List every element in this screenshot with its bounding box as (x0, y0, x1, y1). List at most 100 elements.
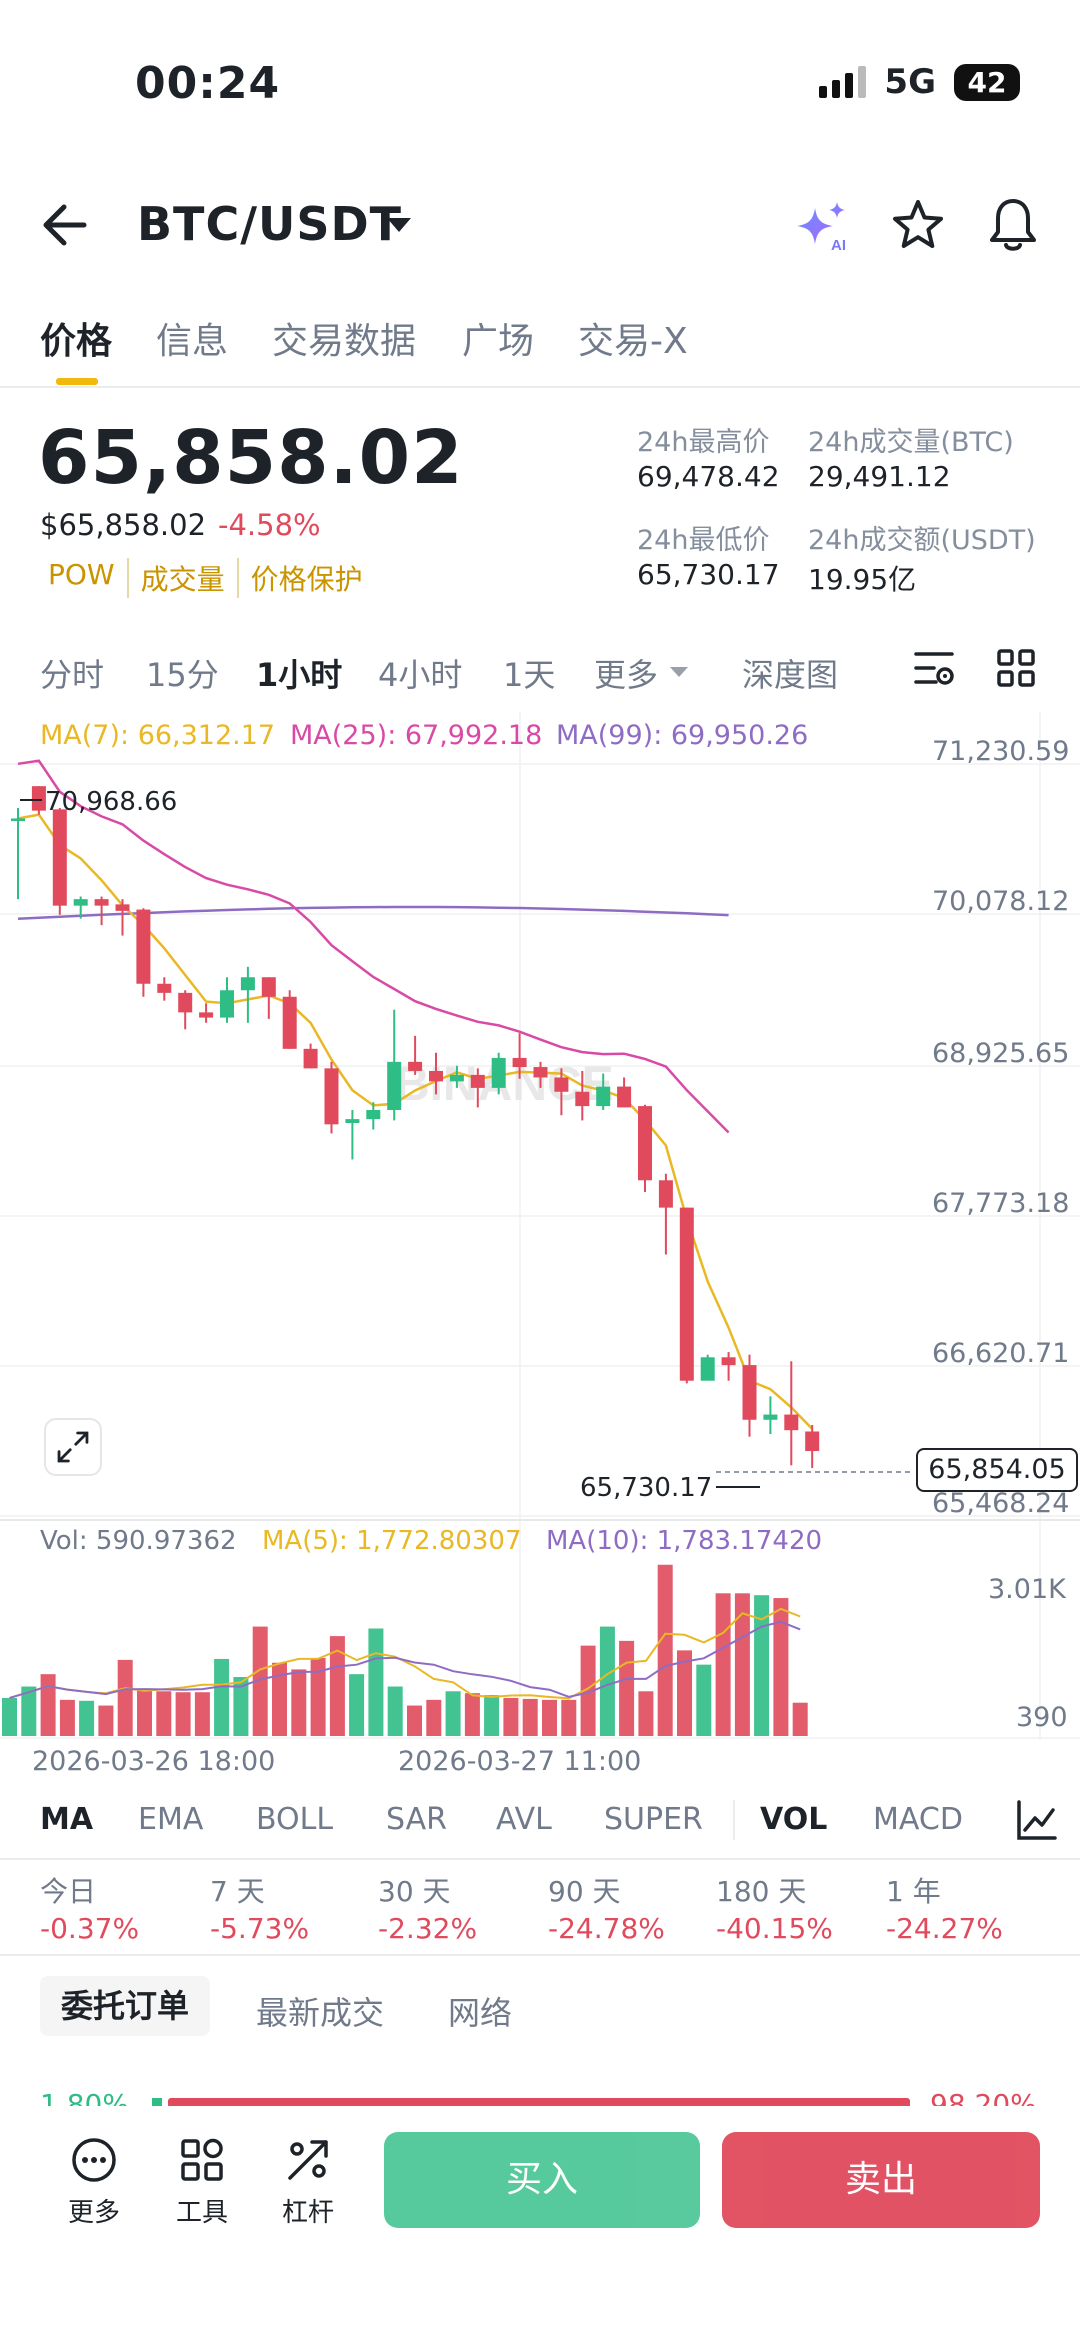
volume-bar (387, 1686, 403, 1736)
leverage-button[interactable]: 杠杆 (268, 2136, 348, 2229)
tab-network[interactable]: 网络 (448, 1994, 513, 2032)
volume-bar (194, 1692, 210, 1736)
candle-body (805, 1431, 820, 1452)
bell-icon[interactable] (985, 196, 1041, 254)
candle-body (784, 1414, 799, 1431)
candle-body (73, 899, 88, 906)
last-price: 65,858.02 (38, 415, 464, 501)
tag-volume[interactable]: 成交量 (141, 558, 239, 598)
active-tab-indicator (56, 378, 98, 385)
price-axis-label: 70,078.12 (932, 886, 1069, 917)
indicator-settings-icon[interactable] (1015, 1798, 1059, 1842)
volume-bar (98, 1705, 114, 1736)
back-arrow-icon[interactable] (40, 195, 96, 255)
tab-recent-trades[interactable]: 最新成交 (256, 1994, 385, 2032)
tab-info[interactable]: 信息 (156, 321, 229, 362)
tools-label: 工具 (175, 2198, 228, 2228)
volume-bar (2, 1697, 17, 1736)
more-label: 更多 (67, 2198, 120, 2228)
volume-axis-label: 390 (1016, 1702, 1068, 1733)
candle-body (220, 990, 234, 1018)
tab-price[interactable]: 价格 (40, 321, 113, 362)
indicator-vol[interactable]: VOL (760, 1802, 828, 1837)
perf-value: -2.32% (378, 1912, 478, 1945)
perf-label: 180 天 (716, 1875, 807, 1908)
layout-grid-icon[interactable] (996, 648, 1036, 688)
perf-label: 30 天 (378, 1875, 451, 1908)
candle-body (638, 1106, 652, 1181)
candle-body (52, 809, 67, 906)
buy-button[interactable]: 买入 (384, 2132, 700, 2228)
volume-legend: Vol: 590.97362 (40, 1526, 237, 1556)
indicator-avl[interactable]: AVL (496, 1802, 552, 1837)
volume-usdt-value: 19.95亿 (808, 563, 917, 596)
perf-label: 7 天 (210, 1875, 265, 1908)
high-24h-value: 69,478.42 (637, 460, 780, 493)
signal-icon (819, 66, 867, 98)
indicator-super[interactable]: SUPER (604, 1802, 703, 1837)
indicator-macd[interactable]: MACD (873, 1802, 963, 1837)
interval-more[interactable]: 更多 (594, 656, 659, 694)
interval-1d[interactable]: 1天 (503, 656, 556, 694)
interval-depth-chart[interactable]: 深度图 (742, 656, 839, 694)
tab-square[interactable]: 广场 (462, 321, 535, 362)
indicator-boll[interactable]: BOLL (256, 1802, 334, 1837)
volume-usdt-label: 24h成交额(USDT) (808, 525, 1036, 556)
tab-open-orders[interactable]: 委托订单 (40, 1976, 210, 2036)
trading-pair-title[interactable]: BTC/USDT (137, 197, 403, 251)
tools-button[interactable]: 工具 (162, 2136, 242, 2229)
more-button[interactable]: 更多 (54, 2136, 134, 2229)
interval-4h[interactable]: 4小时 (378, 656, 463, 694)
volume-bar (21, 1686, 37, 1736)
volume-bar (407, 1705, 422, 1736)
depth-buy-bar (152, 2098, 162, 2108)
volume-bar (252, 1626, 268, 1736)
candle-body (763, 1414, 778, 1420)
volume-bar (59, 1699, 75, 1736)
leverage-label: 杠杆 (281, 2198, 334, 2228)
volume-bar (792, 1702, 808, 1736)
candle-body (491, 1057, 506, 1088)
candle-body (554, 1077, 569, 1092)
volume-bar (291, 1669, 307, 1736)
tab-trade-x[interactable]: 交易-X (578, 321, 688, 362)
volume-bar (484, 1695, 500, 1736)
volume-bar (773, 1598, 789, 1736)
volume-bar (175, 1692, 191, 1736)
candle-body (157, 983, 172, 993)
tools-grid-icon (181, 2138, 223, 2181)
tag-pow[interactable]: POW (48, 558, 129, 598)
favorite-star-icon[interactable] (891, 198, 945, 252)
caret-down-icon[interactable] (668, 664, 690, 680)
volume-bar (310, 1657, 326, 1736)
candle-body (31, 786, 46, 811)
tab-trading-data[interactable]: 交易数据 (272, 321, 417, 362)
caret-down-icon[interactable] (384, 210, 414, 240)
interval-time-share[interactable]: 分时 (40, 656, 105, 694)
indicator-ema[interactable]: EMA (138, 1802, 204, 1837)
sell-button[interactable]: 卖出 (722, 2132, 1040, 2228)
indicator-ma[interactable]: MA (40, 1802, 94, 1837)
volume-bar (79, 1700, 95, 1736)
candle-body (721, 1357, 736, 1366)
indicator-sar[interactable]: SAR (386, 1802, 447, 1837)
chart-settings-icon[interactable] (912, 648, 956, 688)
candle-body (115, 904, 130, 911)
perf-value: -0.37% (40, 1912, 140, 1945)
price-axis-label: 71,230.59 (932, 736, 1069, 767)
divider (0, 1954, 1080, 1956)
interval-15m[interactable]: 15分 (146, 656, 219, 694)
ma25-line (17, 759, 730, 1134)
volume-bar (503, 1697, 519, 1736)
ma25-legend: MA(25): 67,992.18 (290, 720, 543, 751)
candle-body (240, 977, 255, 991)
price-chart[interactable]: BINANCE 70,968.66 65,730.17 71,230.59 70… (0, 712, 1080, 1812)
candle-body (533, 1067, 548, 1078)
candle-body (617, 1086, 632, 1108)
ai-sparkle-icon[interactable]: AI (795, 200, 849, 254)
current-price-tag: 65,854.05 (916, 1448, 1078, 1492)
fullscreen-button[interactable] (44, 1418, 102, 1476)
tag-price-protection[interactable]: 价格保护 (250, 563, 363, 596)
interval-1h[interactable]: 1小时 (256, 656, 343, 694)
volume-bar (272, 1662, 287, 1736)
